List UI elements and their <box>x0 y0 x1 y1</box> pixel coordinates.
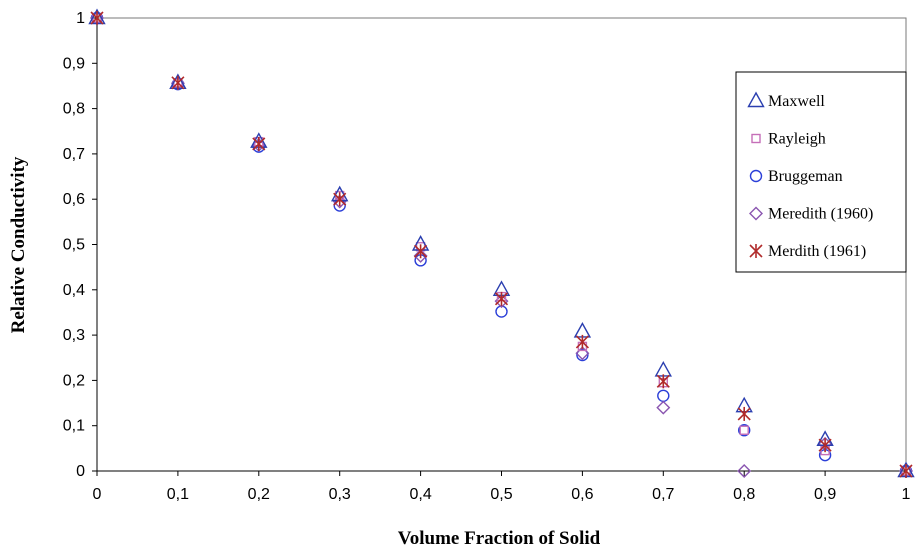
y-tick-label: 0,8 <box>63 101 85 118</box>
y-tick-label: 0,5 <box>63 237 85 254</box>
y-tick-label: 0,7 <box>63 146 85 163</box>
data-point-asterisk <box>818 438 832 453</box>
legend-marker-diamond <box>749 206 763 221</box>
data-point-circle <box>657 389 670 403</box>
data-point-asterisk <box>899 464 913 478</box>
data-point-diamond <box>575 346 590 361</box>
legend-marker-square <box>751 133 761 144</box>
legend-entry-label: Rayleigh <box>768 131 826 148</box>
data-point-asterisk <box>333 192 347 207</box>
y-tick-label: 0 <box>76 463 85 480</box>
x-tick-label: 0,9 <box>814 486 836 503</box>
legend-box <box>735 71 907 273</box>
x-axis: 0 0,1 0,2 0,3 0,4 0,5 0,6 0,7 0,8 0,9 1 <box>93 471 911 503</box>
x-tick-label: 0,1 <box>167 486 189 503</box>
x-tick-label: 0 <box>93 486 102 503</box>
y-axis-title: Relative Conductivity <box>8 156 29 333</box>
data-point-triangle <box>654 360 672 377</box>
x-tick-label: 0,6 <box>571 486 593 503</box>
series-asterisk <box>90 11 913 478</box>
legend-entry-label: Merdith (1961) <box>768 243 866 260</box>
legend-marker-asterisk <box>749 244 763 258</box>
y-tick-label: 0,4 <box>63 282 85 299</box>
x-tick-label: 0,2 <box>248 486 270 503</box>
data-point-square <box>739 425 749 435</box>
data-markers <box>88 8 915 478</box>
legend-entry-label: Meredith (1960) <box>768 206 873 223</box>
data-point-circle <box>738 424 751 437</box>
y-tick-label: 0,2 <box>63 372 85 389</box>
x-tick-label: 1 <box>902 486 911 503</box>
x-tick-label: 0,3 <box>329 486 351 503</box>
data-point-diamond <box>413 248 428 263</box>
data-point-asterisk <box>171 75 185 90</box>
data-point-asterisk <box>252 136 266 151</box>
x-tick-label: 0,7 <box>652 486 674 503</box>
legend-marker-triangle <box>747 91 765 108</box>
data-point-asterisk <box>737 406 751 421</box>
y-tick-label: 1 <box>76 10 85 27</box>
y-tick-label: 0,9 <box>63 55 85 72</box>
x-tick-label: 0,8 <box>733 486 755 503</box>
data-point-circle <box>576 348 589 362</box>
data-point-asterisk <box>656 374 670 389</box>
y-axis: 0 0,1 0,2 0,3 0,4 0,5 0,6 0,7 0,8 0,9 1 <box>63 10 97 480</box>
x-axis-title: Volume Fraction of Solid <box>398 528 601 549</box>
data-point-asterisk <box>90 11 104 25</box>
data-point-asterisk <box>414 244 428 259</box>
x-tick-label: 0,4 <box>409 486 431 503</box>
x-tick-label: 0,5 <box>490 486 512 503</box>
data-point-diamond <box>737 464 752 478</box>
legend-entry-label: Maxwell <box>768 93 825 110</box>
y-tick-label: 0,3 <box>63 327 85 344</box>
y-tick-label: 0,1 <box>63 418 85 435</box>
data-point-circle <box>495 305 508 318</box>
y-tick-label: 0,6 <box>63 191 85 208</box>
data-point-diamond <box>656 400 671 415</box>
data-point-asterisk <box>575 334 589 349</box>
data-point-asterisk <box>494 291 509 306</box>
legend: Maxwell Rayleigh Bruggeman Meredith (1960) M… <box>735 71 907 273</box>
legend-entry-label: Bruggeman <box>768 168 843 185</box>
legend-marker-circle <box>749 169 763 183</box>
